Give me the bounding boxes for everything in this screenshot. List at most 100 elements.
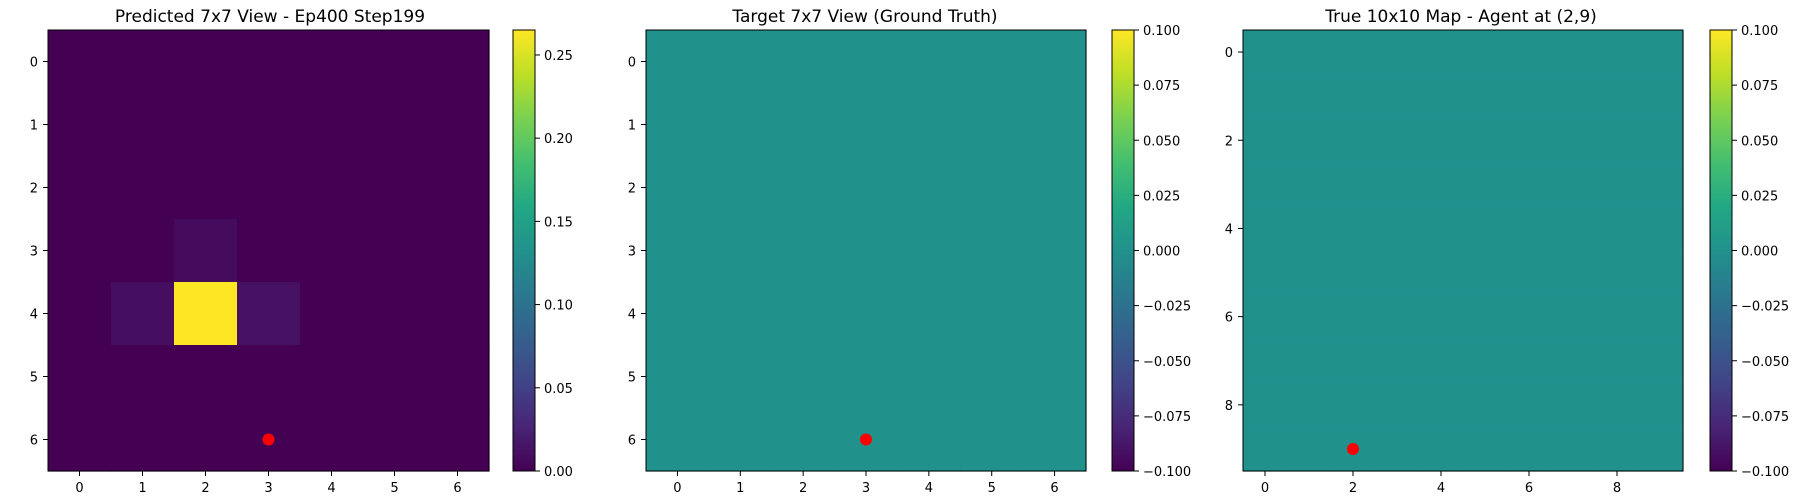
y-tick-label: 0 (30, 56, 38, 71)
chart-title-predicted: Predicted 7x7 View - Ep400 Step199 (115, 7, 425, 27)
heatmap-cell (48, 156, 112, 220)
y-tick-label: 4 (1225, 222, 1233, 237)
y-axis-predicted: 0 1 2 3 4 5 6 (30, 56, 48, 449)
heatmap-cell (897, 219, 961, 283)
heatmap-cell (1419, 30, 1464, 75)
heatmap-cell (897, 93, 961, 157)
colorbar-predicted: 0.00 0.05 0.10 0.15 0.20 0.25 (512, 29, 573, 480)
heatmap-cell (48, 282, 112, 346)
y-tick-label: 6 (1225, 311, 1233, 326)
heatmap-cell (300, 219, 364, 283)
heatmap-cell (111, 156, 175, 220)
chart-title-target: Target 7x7 View (Ground Truth) (731, 7, 997, 27)
colorbar-gradient (512, 29, 536, 472)
heatmap-cell (1639, 382, 1684, 428)
heatmap-cell (646, 30, 710, 94)
heatmap-cell (1287, 206, 1332, 252)
heatmap-cell (1023, 93, 1087, 157)
heatmap-cell (1507, 206, 1552, 252)
heatmap-cell (1463, 250, 1508, 296)
agent-marker-predicted (262, 433, 275, 446)
agent-marker (262, 433, 275, 446)
heatmap-cell (426, 282, 490, 346)
heatmap-cell (363, 156, 427, 220)
colorbar-tick-label: 0.075 (1741, 79, 1778, 94)
heatmap-cell (1287, 118, 1332, 163)
heatmap-cell (1551, 30, 1596, 75)
heatmap-cell (1331, 118, 1376, 163)
colorbar-tick-label: −0.100 (1143, 465, 1191, 480)
heatmap-cell (237, 345, 301, 409)
heatmap-cell (1507, 382, 1552, 428)
heatmap-cell (1639, 162, 1684, 207)
heatmap-true-map (1242, 29, 1684, 472)
heatmap-cell (646, 345, 710, 409)
heatmap-cell (960, 345, 1024, 409)
heatmap-cell (1463, 30, 1508, 75)
heatmap-cell (426, 93, 490, 157)
heatmap-cell (834, 156, 899, 220)
x-tick-label: 6 (453, 481, 461, 496)
heatmap-cell (111, 219, 175, 283)
colorbar-tick-label: 0.075 (1143, 79, 1180, 94)
colorbar-tick-label: 0.05 (544, 382, 573, 397)
colorbar-tick-label: 0.025 (1741, 189, 1778, 204)
heatmap-cell (1595, 250, 1640, 296)
y-axis-target: 0 1 2 3 4 5 6 (628, 56, 646, 449)
colorbar-tick-label: −0.100 (1741, 465, 1789, 480)
heatmap-cell (1595, 294, 1640, 340)
y-tick-label: 3 (30, 245, 38, 260)
y-tick-label: 0 (1225, 46, 1233, 61)
x-tick-label: 6 (1050, 481, 1058, 496)
heatmap-cell (1023, 156, 1087, 220)
x-axis-predicted: 0 1 2 3 4 5 6 (75, 471, 462, 496)
heatmap-cell (174, 156, 238, 220)
heatmap-cell (1331, 250, 1376, 296)
x-tick-label: 5 (988, 481, 996, 496)
heatmap-cell (1419, 118, 1464, 163)
heatmap-cell (1287, 162, 1332, 207)
x-tick-label: 0 (1261, 481, 1269, 496)
heatmap-cell (1331, 382, 1376, 428)
y-tick-label: 8 (1225, 399, 1233, 414)
heatmap-cell (1551, 426, 1596, 472)
colorbar-true-map: 0.100 0.075 0.050 0.025 0.000 −0.025 −0.050 −0.… (1709, 24, 1789, 480)
x-axis-target: 0 1 2 3 4 5 6 (673, 471, 1059, 496)
heatmap-cell (897, 30, 961, 94)
heatmap-cell (1331, 162, 1376, 207)
heatmap-cell (111, 345, 175, 409)
heatmap-cell (708, 93, 773, 157)
heatmap-cell (1595, 118, 1640, 163)
heatmap-cell (1595, 338, 1640, 384)
colorbar-tick-label: 0.25 (544, 49, 573, 64)
x-tick-label: 0 (673, 481, 681, 496)
heatmap-cell (1463, 426, 1508, 472)
heatmap-cell (771, 345, 836, 409)
x-tick-label: 4 (327, 481, 335, 496)
heatmap-cell (48, 219, 112, 283)
x-tick-label: 5 (390, 481, 398, 496)
heatmap-cell (960, 219, 1024, 283)
heatmap-cell (300, 408, 364, 472)
y-tick-label: 1 (628, 119, 636, 134)
heatmap-cell (1419, 250, 1464, 296)
colorbar-tick-label: −0.075 (1741, 410, 1789, 425)
heatmap-cell (1023, 408, 1087, 472)
y-tick-label: 5 (628, 371, 636, 386)
colorbar-tick-label: 0.000 (1741, 245, 1778, 260)
heatmap-cell (237, 156, 301, 220)
heatmap-cell (174, 345, 238, 409)
heatmap-cell (897, 156, 961, 220)
heatmap-cell (1375, 30, 1420, 75)
heatmap-cell (237, 93, 301, 157)
heatmap-cell (1243, 294, 1288, 340)
heatmap-cell (1551, 294, 1596, 340)
heatmap-cell (174, 93, 238, 157)
heatmap-cell (1023, 345, 1087, 409)
heatmap-cell (1419, 294, 1464, 340)
heatmap-cell (48, 408, 112, 472)
agent-marker (860, 433, 872, 446)
x-tick-label: 1 (138, 481, 146, 496)
heatmap-cell (771, 156, 836, 220)
colorbar-tick-label: −0.075 (1143, 410, 1191, 425)
